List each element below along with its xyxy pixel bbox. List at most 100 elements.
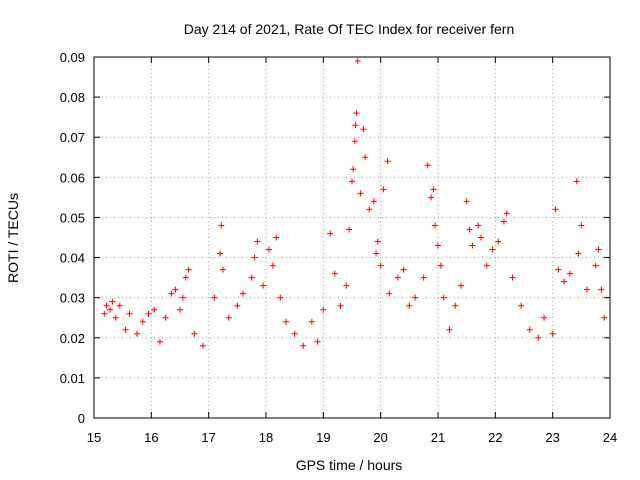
data-point-marker xyxy=(435,242,441,249)
grid-lines xyxy=(94,57,610,418)
data-point-marker xyxy=(254,238,261,245)
chart-title: Day 214 of 2021, Rate Of TEC Index for r… xyxy=(184,21,514,37)
data-point-marker xyxy=(314,338,321,345)
data-point-marker xyxy=(126,310,133,317)
data-point-marker xyxy=(354,58,361,65)
data-point-marker xyxy=(172,286,179,293)
data-point-marker xyxy=(277,294,284,301)
data-point-marker xyxy=(151,306,158,313)
data-point-marker xyxy=(218,222,225,229)
data-point-marker xyxy=(283,318,290,325)
data-point-marker xyxy=(291,330,298,337)
data-point-marker xyxy=(357,190,364,197)
x-tick-label: 23 xyxy=(545,430,559,445)
y-tick-label: 0.04 xyxy=(60,251,85,266)
data-point-marker xyxy=(116,302,123,309)
x-tick-label: 24 xyxy=(603,430,617,445)
data-point-marker xyxy=(541,314,548,321)
data-point-marker xyxy=(269,262,276,269)
data-point-marker xyxy=(337,302,344,309)
x-tick-label: 19 xyxy=(316,430,330,445)
data-point-marker xyxy=(346,226,353,233)
x-tick-label: 17 xyxy=(201,430,215,445)
data-point-marker xyxy=(185,266,192,273)
axis-ticks: 15 16 17 18 19 20 21 22 23 24 0 0.01 0.02 0.03 0.04 0.0… xyxy=(60,50,618,445)
data-point-marker xyxy=(101,310,108,317)
data-point-marker xyxy=(535,334,542,341)
data-point-marker xyxy=(452,302,459,309)
data-point-marker xyxy=(406,302,413,309)
data-point-marker xyxy=(112,314,119,321)
data-point-marker xyxy=(168,290,175,297)
data-point-marker xyxy=(156,338,163,345)
data-point-marker xyxy=(211,294,218,301)
data-point-marker xyxy=(509,274,516,281)
data-point-marker xyxy=(349,178,355,185)
data-point-marker xyxy=(179,294,186,301)
data-point-marker xyxy=(177,306,183,313)
data-point-marker xyxy=(374,238,381,245)
y-tick-label: 0.08 xyxy=(60,90,85,105)
data-point-marker xyxy=(360,126,367,133)
data-points xyxy=(101,58,608,349)
data-point-marker xyxy=(561,278,568,285)
data-point-marker xyxy=(466,226,473,233)
data-point-marker xyxy=(475,222,482,229)
data-point-marker xyxy=(446,326,453,333)
plot-frame xyxy=(93,56,611,419)
data-point-marker xyxy=(400,266,407,273)
x-tick-label: 22 xyxy=(488,430,502,445)
data-point-marker xyxy=(220,266,226,273)
data-point-marker xyxy=(440,294,447,301)
data-point-marker xyxy=(437,262,444,269)
x-tick-label: 16 xyxy=(144,430,158,445)
data-point-marker xyxy=(483,262,490,269)
data-point-marker xyxy=(191,330,198,337)
y-tick-label: 0.05 xyxy=(60,210,85,225)
data-point-marker xyxy=(518,302,525,309)
data-point-marker xyxy=(240,290,247,297)
data-point-marker xyxy=(217,250,224,257)
data-point-marker xyxy=(552,206,559,213)
data-point-marker xyxy=(430,186,437,193)
y-tick-label: 0.06 xyxy=(60,170,85,185)
data-point-marker xyxy=(424,162,431,169)
data-point-marker xyxy=(592,262,599,269)
data-point-marker xyxy=(109,298,116,305)
data-point-marker xyxy=(384,158,391,165)
data-point-marker xyxy=(566,270,573,277)
data-point-marker xyxy=(265,246,272,253)
data-point-marker xyxy=(412,294,419,301)
data-point-marker xyxy=(107,306,114,313)
data-point-marker xyxy=(122,326,129,333)
data-point-marker xyxy=(353,110,360,117)
data-point-marker xyxy=(320,306,327,313)
data-point-marker xyxy=(380,186,387,193)
data-point-marker xyxy=(273,234,280,241)
data-point-marker xyxy=(162,314,169,321)
data-point-marker xyxy=(351,138,358,145)
data-point-marker xyxy=(352,122,359,129)
x-axis-title: GPS time / hours xyxy=(296,457,403,473)
data-point-marker xyxy=(182,274,189,281)
data-point-marker xyxy=(366,206,373,213)
data-point-marker xyxy=(260,282,267,289)
data-point-marker xyxy=(251,254,258,261)
data-point-marker xyxy=(225,314,232,321)
data-point-marker xyxy=(343,282,350,289)
data-point-marker xyxy=(350,166,357,173)
data-point-marker xyxy=(573,178,580,185)
data-point-marker xyxy=(248,274,255,281)
data-point-marker xyxy=(575,250,582,257)
data-point-marker xyxy=(549,330,556,337)
data-point-marker xyxy=(362,154,369,161)
data-point-marker xyxy=(370,198,377,205)
data-point-marker xyxy=(584,286,591,293)
data-point-marker xyxy=(234,302,241,309)
data-point-marker xyxy=(432,222,439,229)
data-point-marker xyxy=(139,318,146,325)
y-axis-title: ROTI / TECUs xyxy=(5,193,21,283)
y-tick-label: 0.03 xyxy=(60,291,85,306)
data-point-marker xyxy=(463,198,470,205)
